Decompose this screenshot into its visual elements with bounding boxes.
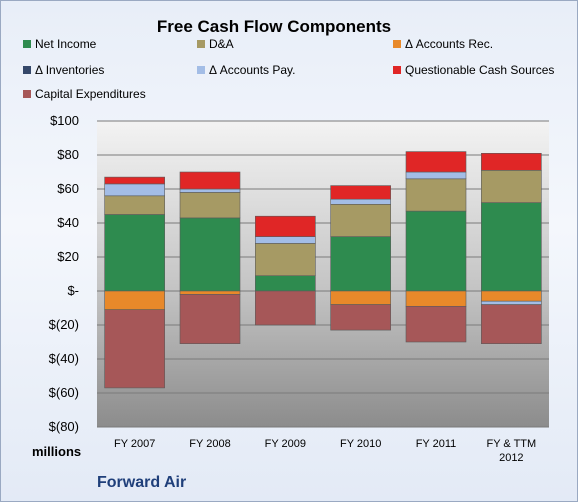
bar-d-a (179, 192, 241, 219)
bar-questionable-cash-sources (405, 151, 467, 173)
y-tick-label: $(80) (49, 419, 79, 434)
y-tick-label: $- (67, 283, 79, 298)
x-tick-label: FY & TTM 2012 (486, 438, 536, 464)
legend-swatch-capital-expenditures (23, 90, 31, 98)
bar-questionable-cash-sources (104, 176, 165, 185)
legend-label-net-income: Net Income (35, 37, 97, 51)
bar-accounts-pay (104, 183, 165, 197)
x-tick-label: FY 2008 (189, 438, 230, 450)
y-tick-label: $(20) (49, 317, 79, 332)
y-axis-ticks: $100 $80 $60 $40 $20 $- $(20) $(40) $(60) $(80) (49, 113, 79, 434)
bar-capital-expenditures (330, 304, 391, 331)
bar-net-income (104, 214, 165, 292)
unit-label: millions (32, 444, 81, 459)
y-tick-label: $(60) (49, 385, 79, 400)
legend-label-d-a: D&A (209, 37, 234, 51)
bar-accounts-pay (255, 236, 316, 244)
y-tick-label: $100 (50, 113, 79, 128)
gridlines (97, 120, 549, 428)
y-tick-label: $60 (57, 181, 79, 196)
bar-d-a (330, 204, 391, 237)
legend-swatch-inventories (23, 66, 31, 74)
bar-accounts-rec (104, 290, 165, 311)
x-tick-label: FY 2009 (265, 438, 306, 450)
x-tick-label: FY 2010 (340, 438, 381, 450)
company-name: Forward Air (97, 474, 186, 491)
y-tick-label: $20 (57, 249, 79, 264)
legend-label-accounts-pay: Δ Accounts Pay. (209, 63, 296, 77)
bar-accounts-pay (481, 300, 542, 305)
bar-d-a (405, 178, 467, 212)
bar-accounts-rec (481, 290, 542, 302)
bar-net-income (405, 210, 467, 292)
legend-label-accounts-rec: Δ Accounts Rec. (405, 37, 493, 51)
bar-accounts-rec (330, 290, 391, 305)
bar-questionable-cash-sources (255, 215, 316, 237)
bar-accounts-rec (179, 290, 241, 295)
bar-d-a (481, 170, 542, 203)
legend-swatch-accounts-rec (393, 40, 401, 48)
bar-capital-expenditures (104, 309, 165, 389)
legend: Net Income D&A Δ Accounts Rec. Δ Inventorie… (23, 37, 554, 101)
legend-swatch-d-a (197, 40, 205, 48)
bar-questionable-cash-sources (481, 153, 542, 171)
bar-accounts-pay (179, 188, 241, 193)
x-tick-label: FY 2007 (114, 438, 155, 450)
bar-accounts-rec (405, 290, 467, 307)
bars (104, 151, 542, 389)
bar-capital-expenditures (255, 290, 316, 326)
bar-net-income (481, 202, 542, 292)
x-axis-ticks: FY 2007 FY 2008 FY 2009 FY 2010 FY 2011 FY & … (114, 438, 536, 464)
plot-area (97, 121, 549, 427)
bar-d-a (255, 243, 316, 276)
bar-capital-expenditures (179, 294, 241, 344)
bar-net-income (330, 236, 391, 292)
bar-capital-expenditures (405, 305, 467, 343)
x-tick-label: FY 2011 (416, 438, 457, 450)
bar-accounts-pay (330, 198, 391, 205)
legend-label-capital-expenditures: Capital Expenditures (35, 87, 146, 101)
bar-questionable-cash-sources (330, 185, 391, 200)
bar-accounts-pay (405, 171, 467, 180)
y-tick-label: $40 (57, 215, 79, 230)
legend-label-questionable-cash-sources: Questionable Cash Sources (405, 63, 554, 77)
bar-questionable-cash-sources (179, 171, 241, 190)
legend-swatch-net-income (23, 40, 31, 48)
legend-label-inventories: Δ Inventories (35, 63, 104, 77)
chart-title: Free Cash Flow Components (157, 17, 391, 36)
legend-swatch-questionable-cash-sources (393, 66, 401, 74)
bar-d-a (104, 195, 165, 215)
bar-net-income (255, 275, 316, 292)
y-tick-label: $80 (57, 147, 79, 162)
bar-net-income (179, 217, 241, 292)
bar-capital-expenditures (481, 304, 542, 345)
legend-swatch-accounts-pay (197, 66, 205, 74)
y-tick-label: $(40) (49, 351, 79, 366)
